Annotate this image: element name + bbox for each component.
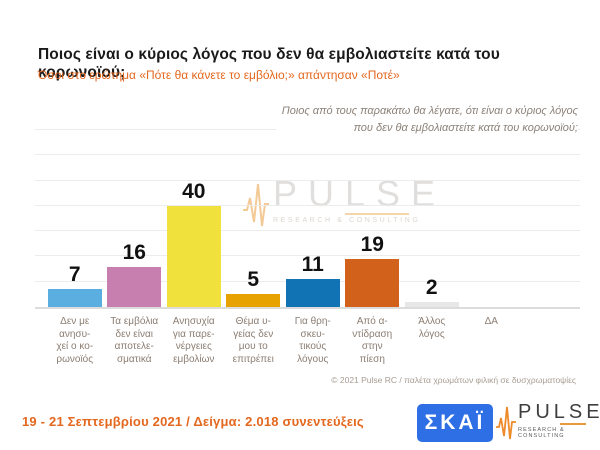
plot-area: 7 16 40 5 11 19 2	[35, 129, 580, 309]
bar-value-label: 5	[247, 268, 260, 292]
pulse-logo-tagline: RESEARCH & CONSULTING	[518, 427, 565, 439]
x-axis-baseline	[35, 307, 580, 309]
copyright-note: © 2021 Pulse RC / παλέτα χρωμάτων φιλική…	[331, 375, 576, 385]
category-label: Θέμα υ-γείας δεν μου το επιτρέπει	[232, 316, 274, 365]
gridline	[35, 255, 580, 257]
pulse-logo-text: PULSE	[518, 401, 600, 423]
page-title: Ποιος είναι ο κύριος λόγος που δεν θα εμ…	[38, 46, 500, 81]
bar-value-label: 11	[301, 253, 324, 277]
bar	[107, 266, 162, 307]
fieldwork-sample-note: 19 - 21 Σεπτεμβρίου 2021 / Δείγμα: 2.018…	[22, 414, 364, 429]
gridline	[35, 154, 580, 156]
bar	[345, 258, 400, 307]
gridline	[35, 230, 580, 232]
category-label: Από α-ντίδραση στην πίεση	[352, 316, 393, 365]
bar-value-label: 7	[68, 263, 81, 287]
pulse-logo-waveform-icon	[496, 401, 516, 448]
bar-value-label: 19	[360, 232, 384, 256]
category-label: Ανησυχία για παρε-νέργειες εμβολίων	[172, 316, 215, 365]
bar-column: 11	[283, 253, 343, 307]
gridline	[35, 179, 580, 181]
bar-column: 19	[343, 233, 403, 307]
bar	[166, 205, 221, 307]
pulse-logo: PULSE RESEARCH & CONSULTING	[496, 401, 600, 448]
bar-column: 2	[402, 276, 462, 307]
bar-value-label: 16	[122, 240, 146, 264]
question-note: Ποιος από τους παρακάτω θα λέγατε, ότι ε…	[275, 103, 578, 137]
watermark-underline	[345, 213, 409, 215]
category-labels-row: Δεν με ανησυ-χεί ο κο-ρωνοϊός Τα εμβόλια δε…	[45, 316, 521, 366]
bar	[47, 289, 102, 307]
category-label: Για θρη-σκευ-τικούς λόγους	[294, 316, 331, 365]
bar-column: 5	[224, 268, 284, 307]
question-note-line1: Ποιος από τους παρακάτω θα λέγατε, ότι ε…	[281, 105, 578, 117]
bars-row: 7 16 40 5 11 19 2	[45, 180, 521, 307]
category-label: Τα εμβόλια δεν είναι αποτελε-σματικά	[110, 316, 159, 365]
pulse-logo-underline	[560, 423, 586, 425]
bar-column: 7	[45, 263, 105, 307]
watermark-tagline: RESEARCH & CONSULTING	[273, 217, 421, 224]
skai-logo-text: ΣΚΑΪ	[424, 411, 486, 434]
bar	[226, 294, 281, 307]
question-note-line2: που δεν θα εμβολιαστείτε κατά του κορωνο…	[353, 122, 578, 134]
skai-logo: ΣΚΑΪ	[417, 404, 493, 442]
bar-column: 16	[105, 241, 165, 307]
bar	[285, 279, 340, 307]
category-label: Δεν με ανησυ-χεί ο κο-ρωνοϊός	[56, 316, 94, 365]
bar-value-label: 2	[425, 275, 438, 299]
gridline	[35, 204, 580, 206]
pulse-waveform-icon	[243, 176, 269, 237]
bar-column: 40	[164, 180, 224, 307]
category-label: ΔΑ	[484, 316, 498, 327]
bar	[404, 301, 459, 307]
category-label: Άλλος λόγος	[418, 316, 446, 340]
page-subtitle: Όσοι στο ερώτημα «Πότε θα κάνετε το εμβό…	[38, 68, 400, 82]
bar-value-label: 40	[182, 179, 206, 203]
